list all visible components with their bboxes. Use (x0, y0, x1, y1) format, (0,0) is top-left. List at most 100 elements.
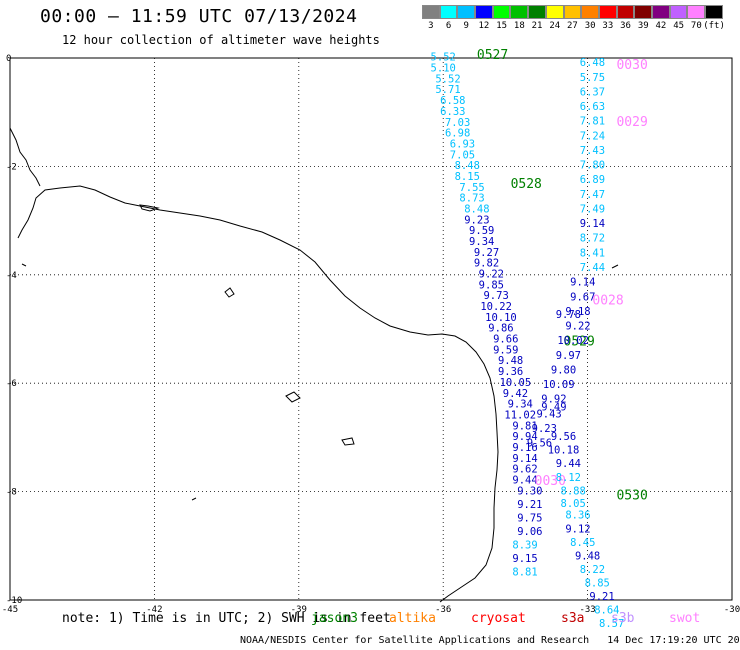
page-title: 00:00 – 11:59 UTC 07/13/2024 (40, 6, 358, 27)
legend-label: 21 (531, 21, 543, 31)
wave-height-value: 8.05 (561, 498, 586, 510)
wave-height-value: 8.72 (580, 233, 605, 245)
wave-height-value: 8.41 (580, 247, 605, 259)
wave-height-value: 9.85 (479, 279, 504, 291)
legend-swatch (598, 5, 617, 19)
track-jason3: 5.525.105.525.716.586.337.036.986.937.05… (431, 48, 595, 579)
wave-height-value: 5.71 (435, 84, 460, 96)
pass-time-label: 0028 (592, 294, 623, 309)
pass-time-label: 0528 (511, 177, 542, 192)
wave-height-value: 9.82 (474, 258, 499, 270)
mission-s3a: s3a (561, 611, 585, 626)
wave-height-value: 9.67 (570, 291, 595, 303)
lat-tick-label: -6 (6, 379, 17, 389)
pass-time-label: 0530 (616, 489, 647, 504)
wave-height-value: 11.02 (504, 409, 536, 421)
wave-height-value: 9.14 (580, 218, 605, 230)
wave-height-value: 8.88 (561, 485, 586, 497)
wave-height-value: 10.22 (480, 301, 512, 313)
note-line: note: 1) Time is in UTC; 2) SWH is in fe… (62, 611, 391, 626)
wave-height-value: 6.89 (580, 174, 605, 186)
wave-height-value: 8.48 (464, 203, 489, 215)
wave-height-value: 9.92 (541, 394, 566, 406)
wave-height-value: 6.93 (450, 138, 475, 150)
page-subtitle: 12 hour collection of altimeter wave hei… (62, 33, 380, 47)
wave-height-value: 8.12 (556, 472, 581, 484)
wave-height-value: 8.15 (455, 171, 480, 183)
legend-swatch (492, 5, 511, 19)
wave-height-value: 9.21 (517, 499, 542, 511)
legend-label: 33 (602, 21, 614, 31)
wave-height-value: 9.18 (565, 306, 590, 318)
legend-swatches (422, 5, 723, 19)
legend-swatch (528, 5, 546, 19)
legend-label: 9 (463, 21, 469, 31)
wave-height-value: 5.52 (435, 73, 460, 85)
map-grid: -45 -42 -39 -36 -33 -30 0 -2 -4 -6 -8 -10 (2, 54, 740, 615)
wave-height-value: 9.42 (503, 388, 528, 400)
wave-height-value: 9.97 (556, 350, 581, 362)
map-frame (9, 57, 733, 601)
wave-height-value: 8.81 (512, 567, 537, 579)
note-text: note: 1) Time is in UTC; 2) SWH is in fe… (62, 611, 391, 626)
footer-org: NOAA/NESDIS Center for Satellite Applica… (240, 635, 590, 646)
wave-height-value: 10.05 (500, 377, 532, 389)
wave-height-value: 7.47 (580, 189, 605, 201)
legend-label: (ft) (703, 21, 725, 31)
lat-tick-label: 0 (6, 54, 11, 64)
wave-height-value: 8.45 (570, 537, 595, 549)
legend-label: 36 (620, 21, 631, 31)
pass-time-label: 0029 (616, 115, 647, 130)
wave-height-value: 9.06 (517, 526, 542, 538)
wave-height-value: 9.34 (469, 236, 494, 248)
legend-swatch (651, 5, 670, 19)
legend-swatch (581, 5, 599, 19)
wave-height-value: 8.39 (512, 540, 537, 552)
island-4 (341, 437, 355, 446)
coastline-island-north (9, 127, 41, 187)
legend-label: 15 (496, 21, 508, 31)
wave-height-value: 9.14 (570, 277, 595, 289)
legend-swatch (669, 5, 688, 19)
wave-height-value: 9.36 (498, 366, 523, 378)
legend-swatch (422, 5, 440, 19)
lon-tick-label: -45 (2, 605, 18, 615)
legend-label: 70 (690, 21, 702, 31)
wave-height-value: 9.78 (556, 309, 581, 321)
lat-tick-label: -2 (6, 162, 17, 172)
wave-height-value: 9.73 (483, 290, 508, 302)
wave-height-value: 7.55 (459, 182, 484, 194)
wave-height-value: 5.75 (580, 72, 605, 84)
wave-height-value: 9.94 (512, 431, 537, 443)
legend-label: 3 (428, 21, 434, 31)
mission-cryosat: cryosat (471, 611, 526, 626)
legend-swatch (510, 5, 529, 19)
wave-height-value: 9.30 (517, 485, 542, 497)
legend-label: 42 (655, 21, 667, 31)
wave-height-value: 9.34 (508, 399, 533, 411)
wave-height-value: 6.98 (445, 128, 470, 140)
wave-height-value: 9.44 (556, 458, 581, 470)
pass-time-label: 0030 (535, 474, 566, 489)
coastline-mainland (17, 185, 499, 603)
wave-height-value: 7.03 (445, 117, 470, 129)
wave-height-value: 9.22 (479, 269, 504, 281)
wave-height-value: 7.05 (450, 149, 475, 161)
lat-tick-label: -4 (6, 271, 17, 281)
wave-height-value: 7.24 (580, 130, 605, 142)
wave-height-value: 6.58 (440, 95, 465, 107)
wave-height-value: 9.66 (493, 334, 518, 346)
footer-timestamp: 14 Dec 17:19:20 UTC 2024 (607, 635, 740, 646)
mission-s3b: s3b (611, 611, 635, 626)
wave-height-value: 6.63 (580, 101, 605, 113)
footer: NOAA/NESDIS Center for Satellite Applica… (240, 635, 740, 646)
lon-tick-label: -30 (724, 605, 740, 615)
lat-tick-label: -10 (6, 596, 22, 606)
island-3 (285, 391, 301, 403)
wave-height-value: 6.48 (580, 57, 605, 69)
pass-time-label: 0527 (477, 48, 508, 63)
wave-height-value: 9.27 (474, 247, 499, 259)
wave-height-value: 10.09 (543, 379, 575, 391)
wave-height-value: 9.43 (536, 408, 561, 420)
